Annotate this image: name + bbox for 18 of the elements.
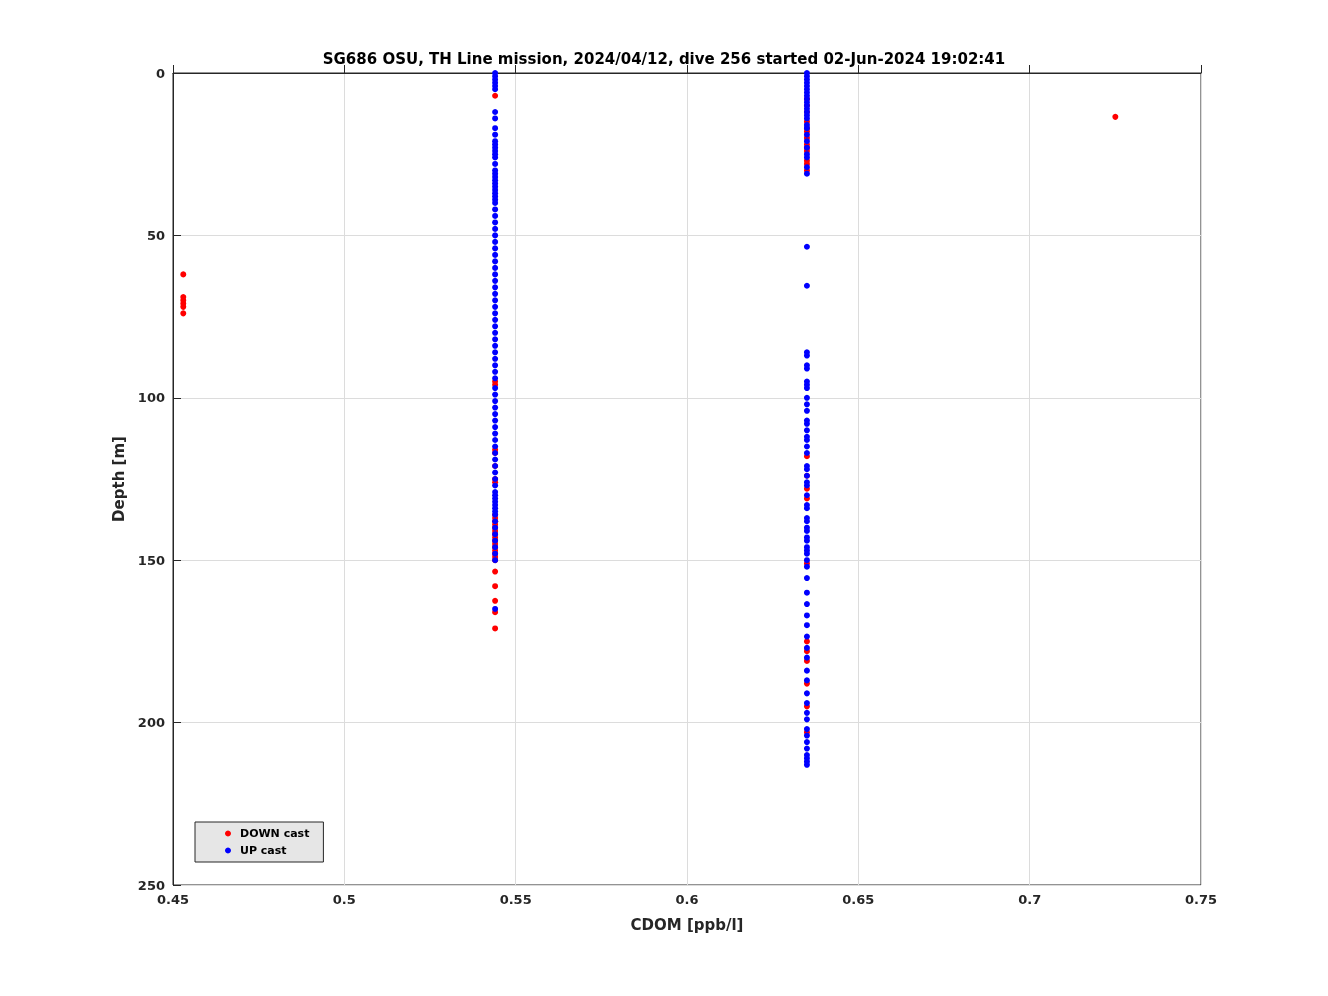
x-tick-label: 0.55 (499, 892, 532, 907)
x-tick-label: 0.45 (156, 892, 190, 907)
y-tick-label: 50 (146, 227, 165, 243)
y-tick-label: 150 (137, 552, 165, 568)
x-tick-label: 0.75 (1184, 892, 1218, 907)
y-tick-label: 100 (137, 390, 165, 406)
x-tick-label: 0.5 (332, 892, 356, 907)
y-tick-label: 250 (137, 877, 165, 893)
y-tick-label: 0 (155, 65, 165, 81)
legend-label: UP cast (240, 844, 287, 857)
chart-title: SG686 OSU, TH Line mission, 2024/04/12, dive 256 started 02-Jun-2024 19:02:41 (322, 49, 1006, 68)
y-axis-title: Depth [m] (110, 436, 129, 522)
x-axis-title: CDOM [ppb/l] (630, 915, 744, 934)
legend-label: DOWN cast (240, 827, 310, 840)
x-tick-label: 0.65 (842, 892, 875, 907)
x-tick-label: 0.6 (675, 892, 699, 907)
y-tick-label: 200 (137, 715, 165, 731)
x-tick-label: 0.7 (1018, 892, 1042, 907)
